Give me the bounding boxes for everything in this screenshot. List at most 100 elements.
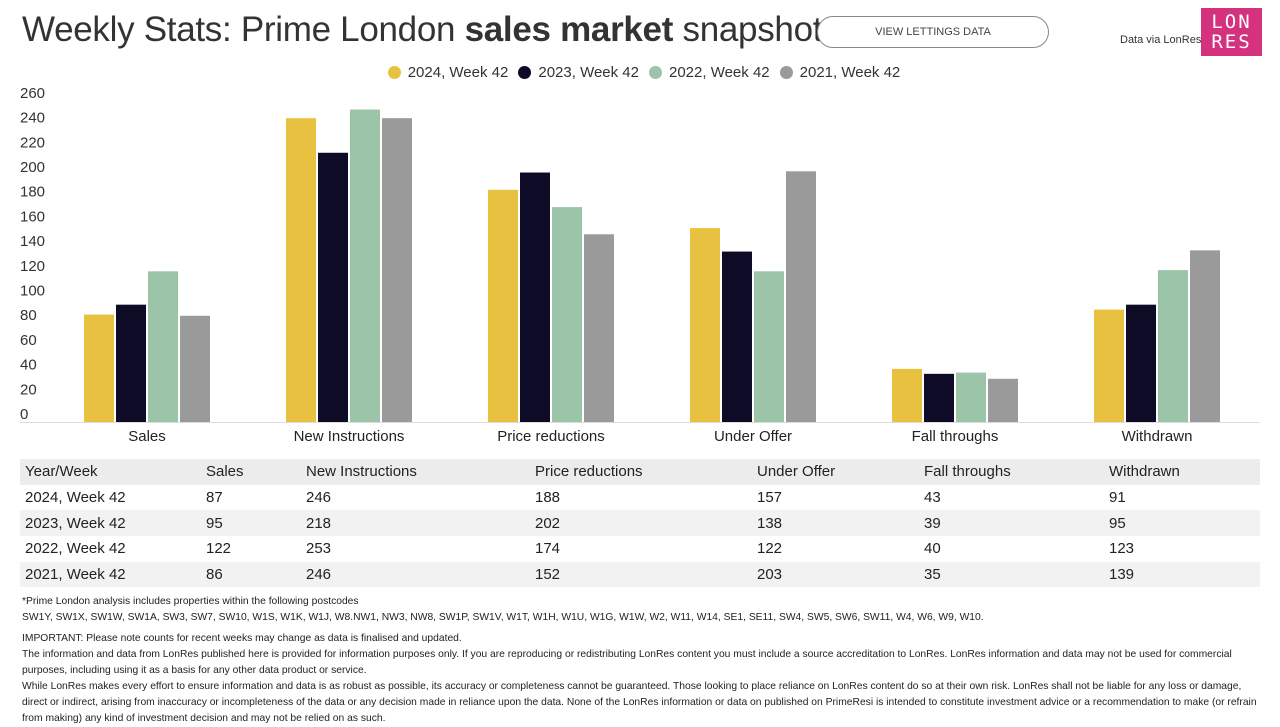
x-tick-label: Withdrawn [1122, 428, 1193, 445]
bar [988, 378, 1018, 422]
table-cell: 123 [1109, 540, 1135, 558]
y-tick-label: 40 [20, 357, 37, 374]
title-bold-text: sales market [464, 10, 674, 49]
legend-label: 2022, Week 42 [669, 64, 770, 81]
bar [488, 189, 518, 422]
y-tick-label: 80 [20, 307, 37, 324]
disclaimer: While LonRes makes every effort to ensur… [22, 681, 1257, 724]
table-cell: 202 [530, 510, 752, 537]
info-note: The information and data from LonRes pub… [22, 649, 1232, 676]
table-cell: 2024, Week 42 [25, 489, 126, 507]
table-cell: 139 [1104, 561, 1260, 588]
table-cell: 218 [301, 510, 530, 537]
table-cell: 35 [919, 561, 1104, 588]
chart-legend: 2024, Week 42 2023, Week 42 2022, Week 42 2… [0, 64, 1280, 81]
bar [786, 171, 816, 422]
table-cell: 122 [757, 540, 783, 558]
y-tick-label: 180 [20, 184, 45, 201]
table-cell: 95 [201, 510, 301, 537]
column-header: New Instructions [301, 459, 530, 485]
bar [754, 271, 784, 422]
important-note: IMPORTANT: Please note counts for recent… [22, 633, 462, 644]
page-title: Weekly Stats: Prime London sales market … [22, 10, 822, 50]
bar-chart: 0 20 40 60 80 100 120 140 160 180 200 220 240 260 Sale… [20, 85, 1260, 445]
x-tick-label: New Instructions [294, 428, 405, 445]
logo-line-2: RES [1211, 31, 1252, 53]
postcodes-list: SW1Y, SW1X, SW1W, SW1A, SW3, SW7, SW10, … [22, 612, 984, 623]
table-cell: 95 [1104, 510, 1260, 537]
view-lettings-data-button[interactable]: VIEW LETTINGS DATA [817, 16, 1049, 48]
table-cell: 39 [919, 510, 1104, 537]
column-header: Year/Week [20, 459, 201, 485]
bar [584, 234, 614, 422]
legend-item[interactable]: 2022, Week 42 [649, 64, 770, 81]
data-source-label: Data via LonRes [1120, 34, 1202, 46]
table-cell: 86 [201, 561, 301, 588]
y-tick-label: 220 [20, 134, 45, 151]
legend-label: 2024, Week 42 [407, 64, 509, 81]
bar [552, 207, 582, 422]
legend-item[interactable]: 2021, Week 42 [779, 64, 901, 81]
y-tick-label: 100 [20, 283, 45, 300]
table-cell: 122 [206, 540, 232, 558]
table-row: 2023, Week 42 95 218 202 138 39 95 [20, 510, 1260, 537]
table-row: 2021, Week 42 86 246 152 203 35 139 [20, 561, 1260, 588]
y-tick-label: 140 [20, 233, 45, 250]
bar [148, 271, 178, 422]
legend-label: 2023, Week 42 [538, 64, 639, 81]
table-row: 2024, Week 42 87 246 188 157 43 91 [20, 485, 1260, 511]
table-cell: 203 [752, 561, 919, 588]
bar [956, 372, 986, 422]
table-cell: 91 [1109, 489, 1126, 507]
bar [924, 373, 954, 422]
bar [722, 251, 752, 422]
x-tick-label: Under Offer [714, 428, 792, 445]
y-tick-label: 200 [20, 159, 45, 176]
bar [318, 152, 348, 422]
y-tick-label: 0 [20, 406, 28, 423]
data-table: Year/Week Sales New Instructions Price redu… [20, 459, 1260, 588]
bar [286, 118, 316, 422]
legend-swatch [518, 66, 532, 79]
column-header: Price reductions [530, 459, 752, 485]
x-tick-label: Fall throughs [912, 428, 999, 445]
x-tick-label: Sales [128, 428, 166, 445]
logo-line-1: LON [1211, 11, 1252, 33]
table-cell: 87 [206, 489, 223, 507]
footnotes: *Prime London analysis includes properti… [22, 594, 1262, 727]
legend-item[interactable]: 2024, Week 42 [387, 64, 509, 81]
y-tick-label: 260 [20, 85, 45, 102]
bar [350, 109, 380, 423]
x-tick-label: Price reductions [497, 428, 605, 445]
bar [1190, 250, 1220, 422]
lonres-logo[interactable]: LON RES [1201, 8, 1262, 56]
legend-item[interactable]: 2023, Week 42 [518, 64, 639, 81]
table-cell: 40 [924, 540, 941, 558]
legend-swatch [387, 66, 401, 79]
table-cell: 152 [530, 561, 752, 588]
column-header: Fall throughs [919, 459, 1104, 485]
bar [1126, 304, 1156, 422]
bar [1158, 270, 1188, 422]
bar [1094, 309, 1124, 422]
y-tick-label: 60 [20, 332, 37, 349]
table-cell: 157 [757, 489, 783, 507]
y-tick-label: 120 [20, 258, 45, 275]
bar [84, 314, 114, 422]
table-cell: 43 [924, 489, 941, 507]
table-cell: 246 [306, 489, 332, 507]
column-header: Under Offer [752, 459, 919, 485]
bar [382, 118, 412, 422]
bar [180, 315, 210, 422]
table-cell: 2023, Week 42 [20, 510, 201, 537]
bar [690, 228, 720, 422]
y-tick-label: 160 [20, 208, 45, 225]
table-cell: 188 [535, 489, 561, 507]
legend-label: 2021, Week 42 [799, 64, 901, 81]
table-cell: 2021, Week 42 [20, 561, 201, 588]
legend-swatch [779, 66, 793, 79]
legend-swatch [649, 66, 662, 79]
postcodes-intro: *Prime London analysis includes properti… [22, 596, 359, 607]
table-cell: 174 [535, 540, 561, 558]
bar [520, 172, 550, 422]
